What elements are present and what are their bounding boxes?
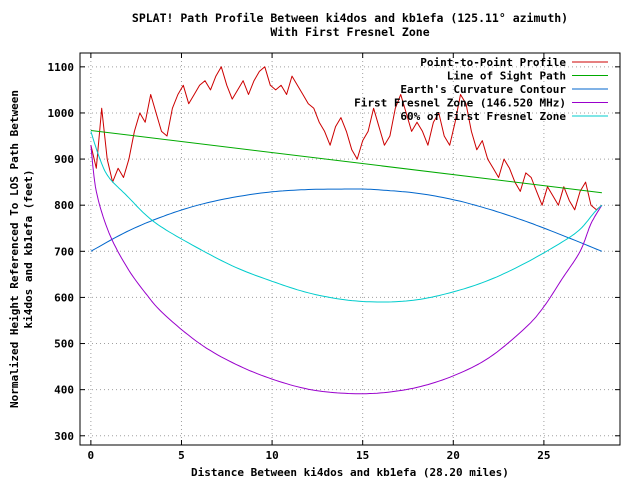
x-axis-label: Distance Between ki4dos and kb1efa (28.2… <box>191 466 509 479</box>
y-tick-label: 300 <box>54 430 74 443</box>
chart-title-line2: With First Fresnel Zone <box>270 25 429 39</box>
y-tick-label: 700 <box>54 245 74 258</box>
grid <box>80 53 620 445</box>
chart-title-line1: SPLAT! Path Profile Between ki4dos and k… <box>132 11 568 25</box>
series-line-point-to-point-profile <box>90 66 603 211</box>
x-tick-label: 15 <box>356 449 369 462</box>
x-tick-label: 5 <box>178 449 185 462</box>
series-line-earth-s-curvature-contour <box>90 188 603 252</box>
legend-label: Earth's Curvature Contour <box>400 83 566 96</box>
series-lines <box>90 66 603 395</box>
y-tick-label: 1100 <box>48 61 75 74</box>
y-tick-label: 1000 <box>48 107 75 120</box>
legend-label: First Fresnel Zone (146.520 MHz) <box>354 97 566 110</box>
y-axis-label-line2: ki4dos and kb1efa (feet) <box>22 170 35 329</box>
y-tick-label: 500 <box>54 338 74 351</box>
legend-label: 60% of First Fresnel Zone <box>400 110 566 123</box>
series-line-first-fresnel-zone-146-520-mhz <box>90 145 603 395</box>
series-line-60-of-first-fresnel-zone <box>90 131 603 303</box>
y-ticks: 300 400 500 600 700 800 900 1000 1100 <box>48 61 620 443</box>
series-line-line-of-sight-path <box>90 130 602 194</box>
y-tick-label: 800 <box>54 199 74 212</box>
y-axis-label-line1: Normalized Height Referenced To LOS Path… <box>8 90 21 408</box>
legend-label: Point-to-Point Profile <box>420 56 566 69</box>
x-tick-label: 10 <box>265 449 278 462</box>
x-tick-label: 25 <box>537 449 550 462</box>
y-tick-label: 400 <box>54 384 74 397</box>
y-tick-label: 600 <box>54 291 74 304</box>
y-tick-label: 900 <box>54 153 74 166</box>
legend-label: Line of Sight Path <box>447 70 566 83</box>
x-tick-label: 20 <box>447 449 460 462</box>
plot-frame <box>79 52 621 446</box>
x-ticks: 0 5 10 15 20 25 <box>88 53 551 462</box>
x-tick-label: 0 <box>88 449 95 462</box>
